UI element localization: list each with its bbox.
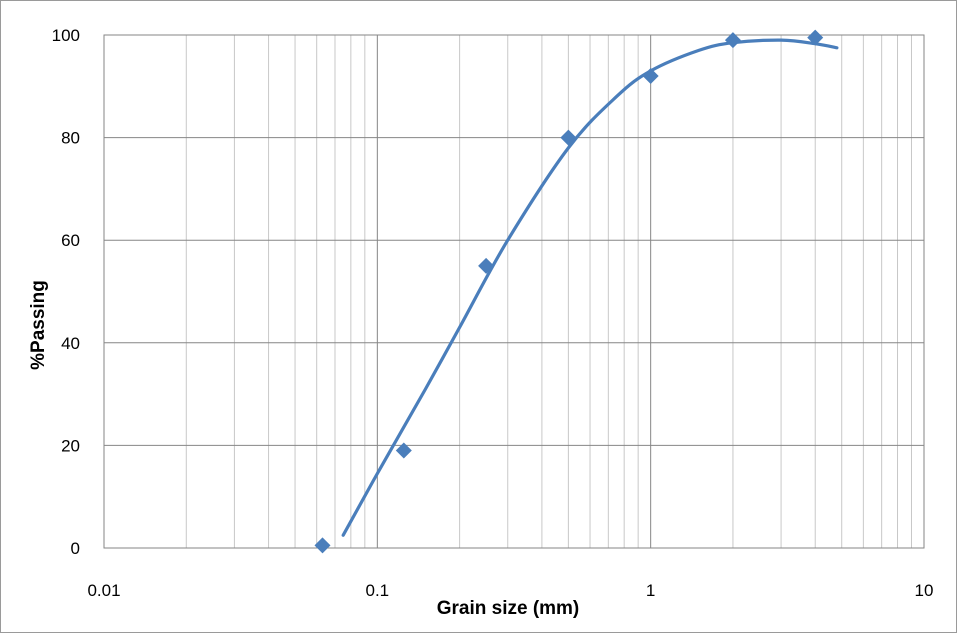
- x-tick-label: 10: [915, 581, 934, 600]
- y-tick-labels: 0 20 40 60 80 100: [52, 26, 80, 558]
- data-point-marker: [724, 32, 741, 49]
- minor-gridlines: [185, 35, 912, 548]
- data-points: [314, 29, 824, 554]
- y-tick-label: 20: [61, 436, 80, 455]
- y-tick-label: 60: [61, 231, 80, 250]
- y-axis-title: %Passing: [28, 280, 49, 370]
- x-tick-label: 0.01: [87, 581, 120, 600]
- major-gridlines: [103, 34, 925, 549]
- y-tick-label: 0: [71, 539, 80, 558]
- y-tick-label: 100: [52, 26, 80, 45]
- x-tick-label: 1: [646, 581, 655, 600]
- trendline: [341, 38, 839, 537]
- data-point-marker: [642, 68, 659, 85]
- x-tick-labels: 0.01 0.1 1 10: [87, 581, 933, 600]
- data-point-marker: [560, 129, 577, 146]
- data-point-marker: [478, 257, 495, 274]
- y-tick-label: 40: [61, 334, 80, 353]
- data-point-marker: [395, 442, 412, 459]
- plot-area-border: [103, 34, 925, 549]
- x-axis-title: Grain size (mm): [437, 598, 580, 619]
- y-tick-label: 80: [61, 129, 80, 148]
- data-point-marker: [807, 29, 824, 46]
- data-point-marker: [314, 537, 331, 554]
- x-tick-label: 0.1: [366, 581, 390, 600]
